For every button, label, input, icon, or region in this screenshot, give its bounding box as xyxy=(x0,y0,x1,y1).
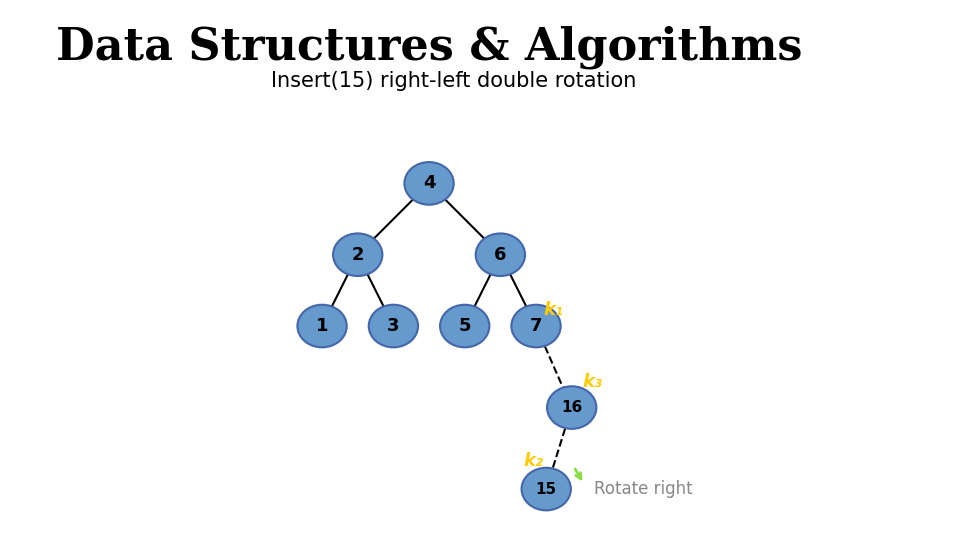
Text: 1: 1 xyxy=(316,317,328,335)
Text: 6: 6 xyxy=(494,246,507,264)
Ellipse shape xyxy=(521,468,571,510)
Ellipse shape xyxy=(440,305,490,347)
Ellipse shape xyxy=(547,386,596,429)
Ellipse shape xyxy=(298,305,347,347)
Text: 16: 16 xyxy=(561,400,583,415)
Ellipse shape xyxy=(404,162,454,205)
Text: 2: 2 xyxy=(351,246,364,264)
Text: 7: 7 xyxy=(530,317,542,335)
Ellipse shape xyxy=(333,233,382,276)
Text: Insert(15) right-left double rotation: Insert(15) right-left double rotation xyxy=(271,71,636,91)
Text: 15: 15 xyxy=(536,482,557,497)
Text: k₁: k₁ xyxy=(543,301,564,319)
Text: 5: 5 xyxy=(459,317,471,335)
Ellipse shape xyxy=(476,233,525,276)
Text: Rotate right: Rotate right xyxy=(594,480,693,498)
Text: 3: 3 xyxy=(387,317,399,335)
Text: k₃: k₃ xyxy=(582,373,602,391)
Text: k₂: k₂ xyxy=(523,451,543,469)
Ellipse shape xyxy=(369,305,418,347)
Text: 4: 4 xyxy=(422,174,435,192)
Text: Data Structures & Algorithms: Data Structures & Algorithms xyxy=(56,25,803,69)
Ellipse shape xyxy=(512,305,561,347)
